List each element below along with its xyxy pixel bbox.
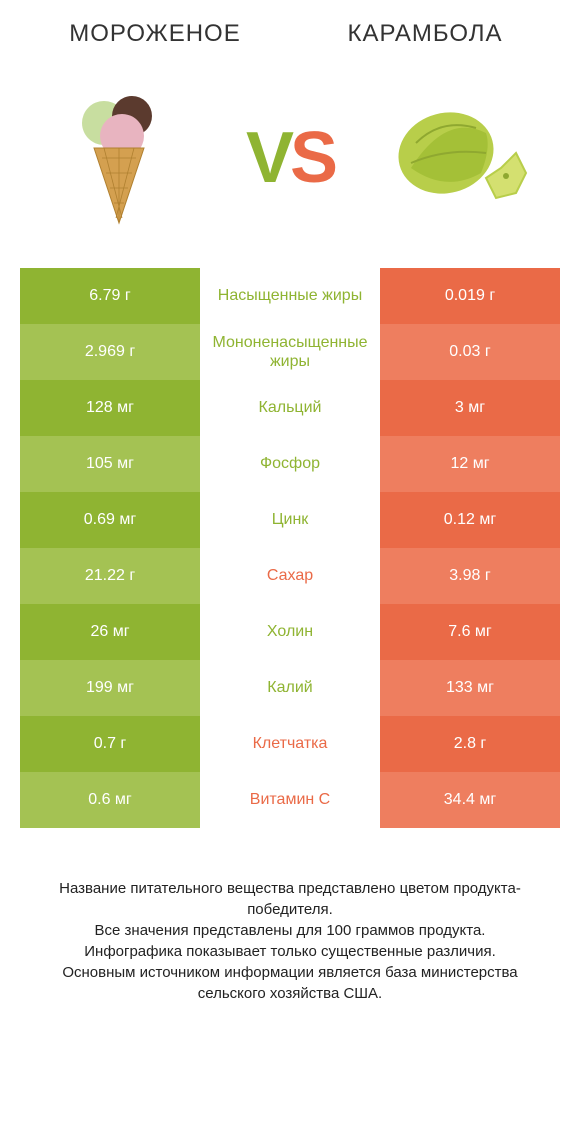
- ice-cream-icon: [49, 88, 189, 228]
- value-left: 6.79 г: [20, 268, 200, 324]
- footer-line: Основным источником информации является …: [30, 962, 550, 1004]
- footer-text: Название питательного вещества представл…: [20, 878, 560, 1004]
- nutrient-label: Клетчатка: [200, 716, 380, 772]
- value-left: 199 мг: [20, 660, 200, 716]
- value-left: 21.22 г: [20, 548, 200, 604]
- table-row: 0.7 гКлетчатка2.8 г: [20, 716, 560, 772]
- value-right: 3.98 г: [380, 548, 560, 604]
- nutrient-label: Холин: [200, 604, 380, 660]
- titles-row: МОРОЖЕНОЕ КАРАМБОЛА: [20, 20, 560, 48]
- table-row: 26 мгХолин7.6 мг: [20, 604, 560, 660]
- table-row: 128 мгКальций3 мг: [20, 380, 560, 436]
- table-row: 2.969 гМононенасыщенные жиры0.03 г: [20, 324, 560, 380]
- nutrient-label: Мононенасыщенные жиры: [200, 324, 380, 380]
- value-right: 34.4 мг: [380, 772, 560, 828]
- table-row: 105 мгФосфор12 мг: [20, 436, 560, 492]
- vs-label: VS: [246, 117, 334, 199]
- nutrient-label: Витамин C: [200, 772, 380, 828]
- nutrient-label: Калий: [200, 660, 380, 716]
- table-row: 0.69 мгЦинк0.12 мг: [20, 492, 560, 548]
- footer-line: Название питательного вещества представл…: [30, 878, 550, 920]
- value-right: 2.8 г: [380, 716, 560, 772]
- title-left: МОРОЖЕНОЕ: [20, 20, 290, 48]
- value-right: 0.019 г: [380, 268, 560, 324]
- table-row: 199 мгКалий133 мг: [20, 660, 560, 716]
- nutrient-label: Цинк: [200, 492, 380, 548]
- value-left: 0.7 г: [20, 716, 200, 772]
- value-right: 0.12 мг: [380, 492, 560, 548]
- value-right: 7.6 мг: [380, 604, 560, 660]
- nutrient-label: Кальций: [200, 380, 380, 436]
- title-right: КАРАМБОЛА: [290, 20, 560, 48]
- table-row: 21.22 гСахар3.98 г: [20, 548, 560, 604]
- vs-v: V: [246, 118, 290, 198]
- value-right: 12 мг: [380, 436, 560, 492]
- nutrient-label: Фосфор: [200, 436, 380, 492]
- value-left: 26 мг: [20, 604, 200, 660]
- footer-line: Все значения представлены для 100 граммо…: [30, 920, 550, 941]
- page: МОРОЖЕНОЕ КАРАМБОЛА VS: [0, 0, 580, 1004]
- value-left: 2.969 г: [20, 324, 200, 380]
- nutrient-label: Насыщенные жиры: [200, 268, 380, 324]
- carambola-icon: [391, 88, 531, 228]
- value-left: 128 мг: [20, 380, 200, 436]
- table-row: 6.79 гНасыщенные жиры0.019 г: [20, 268, 560, 324]
- value-left: 105 мг: [20, 436, 200, 492]
- value-left: 0.6 мг: [20, 772, 200, 828]
- table-row: 0.6 мгВитамин C34.4 мг: [20, 772, 560, 828]
- value-left: 0.69 мг: [20, 492, 200, 548]
- footer-line: Инфографика показывает только существенн…: [30, 941, 550, 962]
- value-right: 3 мг: [380, 380, 560, 436]
- nutrient-label: Сахар: [200, 548, 380, 604]
- hero-row: VS: [20, 78, 560, 238]
- value-right: 0.03 г: [380, 324, 560, 380]
- value-right: 133 мг: [380, 660, 560, 716]
- vs-s: S: [290, 118, 334, 198]
- comparison-table: 6.79 гНасыщенные жиры0.019 г2.969 гМонон…: [20, 268, 560, 828]
